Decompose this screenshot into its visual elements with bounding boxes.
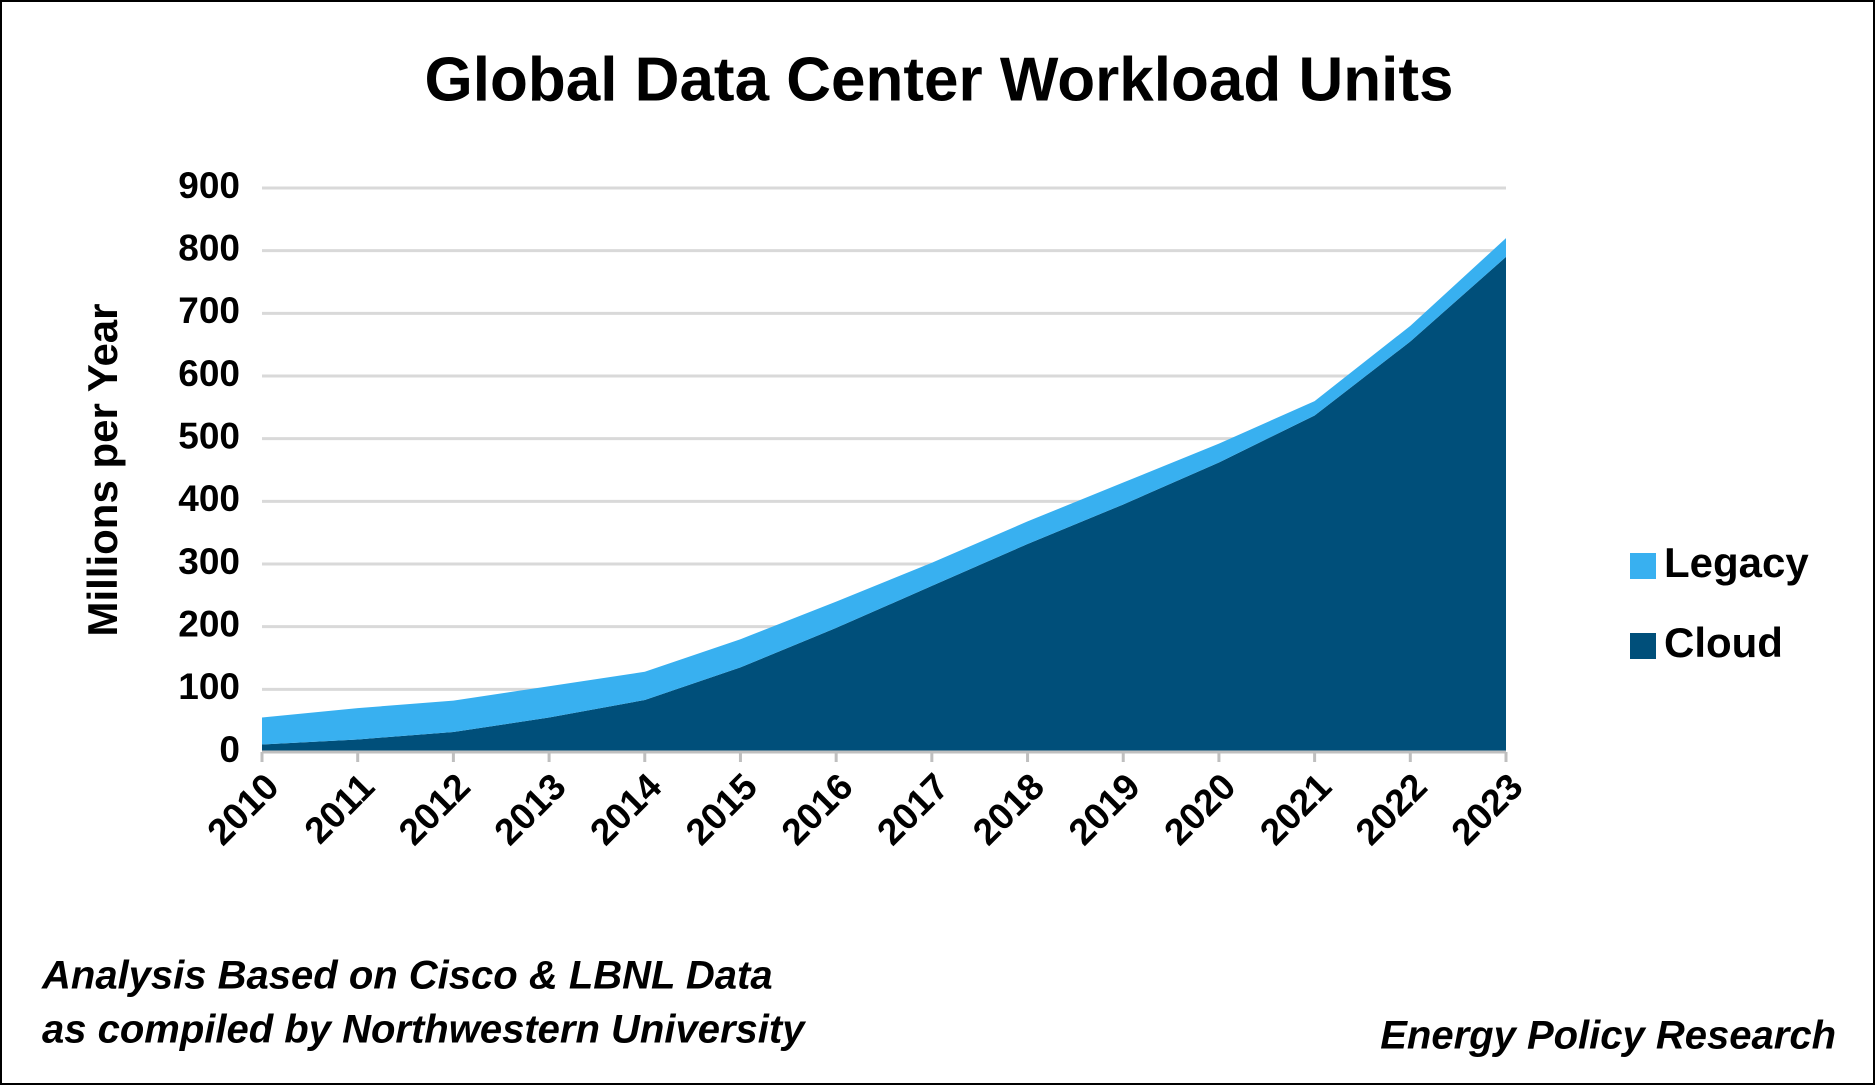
y-tick-label: 300	[178, 541, 240, 582]
y-tick-label: 500	[178, 415, 240, 456]
legend-label: Legacy	[1664, 539, 1809, 586]
y-tick-label: 200	[178, 603, 240, 644]
y-tick-label: 700	[178, 290, 240, 331]
credit-note: Energy Policy Research	[1380, 1014, 1836, 1058]
legend-swatch	[1630, 553, 1656, 579]
y-tick-label: 800	[178, 227, 240, 268]
source-note: as compiled by Northwestern University	[42, 1008, 806, 1052]
legend-swatch	[1630, 633, 1656, 659]
y-tick-label: 0	[219, 729, 240, 770]
y-tick-label: 900	[178, 165, 240, 206]
source-note: Analysis Based on Cisco & LBNL Data	[41, 954, 773, 998]
area	[262, 256, 1506, 752]
legend-label: Cloud	[1664, 619, 1783, 666]
y-tick-label: 600	[178, 353, 240, 394]
y-tick-label: 400	[178, 478, 240, 519]
chart-title: Global Data Center Workload Units	[425, 45, 1454, 114]
y-tick-label: 100	[178, 666, 240, 707]
y-axis-label: Millions per Year	[79, 303, 126, 636]
